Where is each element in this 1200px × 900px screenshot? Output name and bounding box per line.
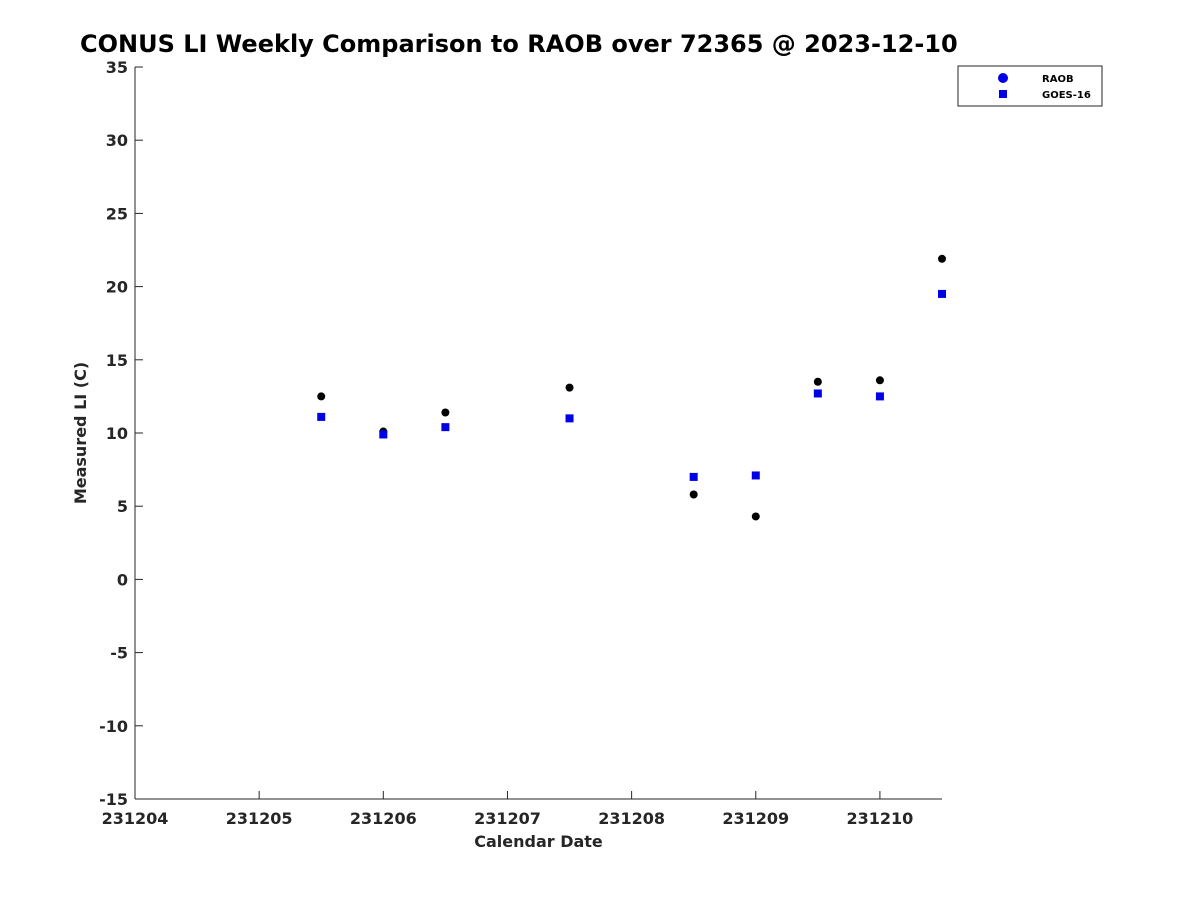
raob-point [938, 254, 946, 263]
data-points [317, 254, 946, 521]
raob-point [875, 376, 884, 385]
x-tick-label: 231206 [350, 809, 417, 828]
raob-point [565, 383, 574, 392]
x-tick-label: 231207 [474, 809, 541, 828]
legend-raob-label: RAOB [1042, 74, 1074, 85]
y-axis-label: Measured LI (C) [71, 362, 90, 504]
y-tick-label: 20 [106, 278, 128, 297]
y-tick-label: -15 [99, 790, 128, 809]
goes-16-point [565, 414, 574, 423]
raob-point [813, 377, 822, 386]
x-tick-label: 231205 [226, 809, 293, 828]
legend-goes-16-marker [999, 90, 1007, 98]
x-axis-label: Calendar Date [474, 832, 603, 851]
y-tick-label: 10 [106, 424, 128, 443]
y-tick-label: -10 [99, 717, 128, 736]
goes-16-point [813, 389, 822, 398]
goes-16-point [938, 289, 946, 298]
axes [134, 67, 942, 800]
y-ticks: -15 -10 -5 0 5 10 15 20 25 30 35 [99, 58, 143, 809]
x-tick-label: 231208 [598, 809, 665, 828]
raob-point [441, 408, 450, 417]
legend-box [957, 65, 1103, 107]
y-tick-label: 25 [106, 204, 128, 223]
chart-title: CONUS LI Weekly Comparison to RAOB over … [80, 30, 958, 58]
legend: RAOB GOES-16 [957, 65, 1103, 107]
y-tick-label: 30 [106, 131, 128, 150]
y-tick-label: 35 [106, 58, 128, 77]
goes-16-point [751, 471, 760, 480]
x-tick-label: 231210 [847, 809, 914, 828]
raob-point [751, 512, 760, 521]
y-tick-label: 15 [106, 351, 128, 370]
y-tick-label: 0 [117, 570, 128, 589]
legend-raob-marker [998, 73, 1008, 83]
x-ticks: 231204 231205 231206 231207 231208 231209 2312… [102, 791, 914, 828]
goes-16-point [689, 472, 698, 481]
x-tick-label: 231209 [722, 809, 789, 828]
goes-16-point [441, 423, 450, 432]
y-tick-label: -5 [110, 644, 128, 663]
goes-16-point [379, 430, 388, 439]
raob-point [689, 490, 698, 499]
goes-16-point [317, 412, 326, 421]
x-tick-label: 231204 [102, 809, 169, 828]
goes-16-point [875, 392, 884, 401]
raob-point [317, 392, 326, 401]
legend-goes-16-label: GOES-16 [1042, 90, 1091, 101]
y-tick-label: 5 [117, 497, 128, 516]
